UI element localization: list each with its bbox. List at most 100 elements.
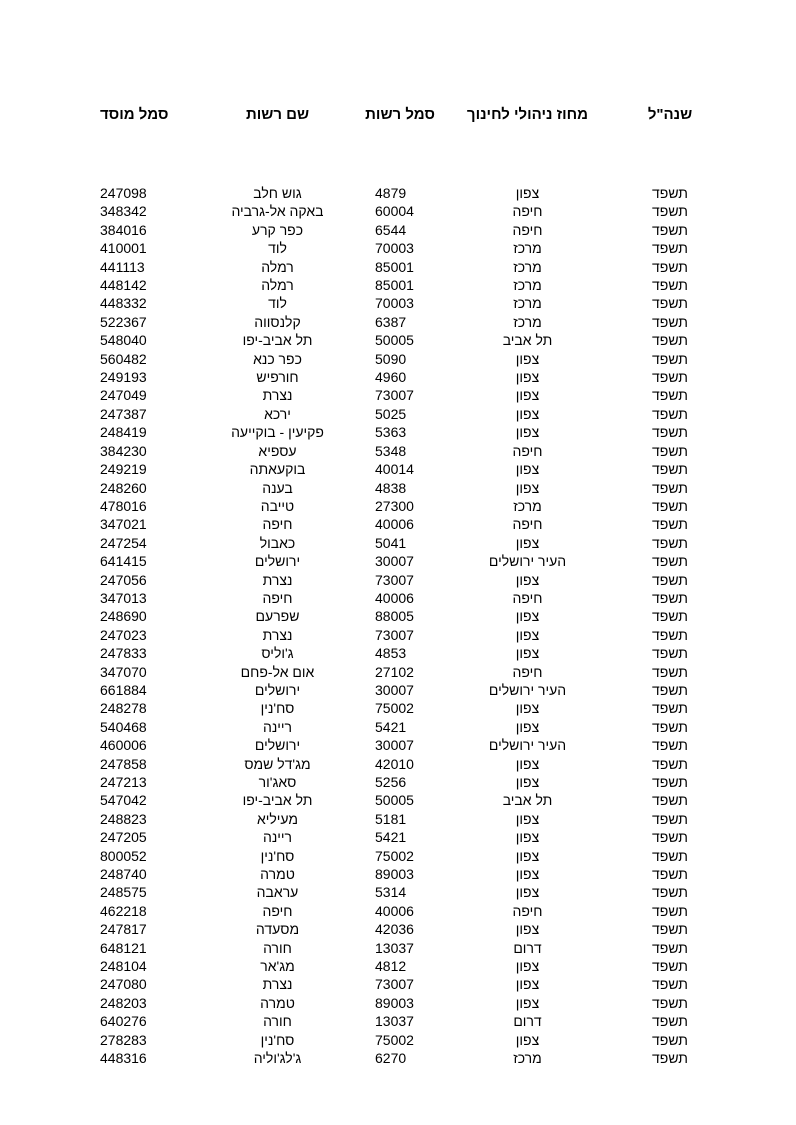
cell-district: תל אביב bbox=[502, 792, 553, 809]
cell-authority-code: 75002 bbox=[375, 847, 414, 864]
cell-authority-name: לוד bbox=[268, 240, 287, 257]
header-spacer bbox=[100, 126, 720, 184]
cell-year: תשפד bbox=[652, 755, 688, 772]
cell-institution-code: 247049 bbox=[100, 387, 147, 404]
cell-institution-code: 547042 bbox=[100, 792, 147, 809]
cell-authority-name: חורה bbox=[263, 939, 292, 956]
cell-authority-name: טייבה bbox=[260, 497, 295, 514]
table-row: תשפד צפון 42010 מג'דל שמס 247858 bbox=[100, 755, 720, 773]
cell-institution-code: 247056 bbox=[100, 571, 147, 588]
table-row: תשפד דרום 13037 חורה 648121 bbox=[100, 939, 720, 957]
cell-year: תשפד bbox=[652, 479, 688, 496]
table-row: תשפד צפון 75002 סח'נין 278283 bbox=[100, 1031, 720, 1049]
header-authority-code: סמל רשות bbox=[365, 106, 435, 123]
cell-district: צפון bbox=[515, 1031, 540, 1048]
cell-district: צפון bbox=[515, 369, 540, 386]
cell-authority-name: תל אביב-יפו bbox=[242, 332, 313, 349]
cell-district: חיפה bbox=[512, 442, 543, 459]
cell-institution-code: 448332 bbox=[100, 295, 147, 312]
cell-authority-code: 73007 bbox=[375, 626, 414, 643]
cell-institution-code: 384230 bbox=[100, 442, 147, 459]
cell-institution-code: 247817 bbox=[100, 921, 147, 938]
cell-authority-code: 4812 bbox=[375, 958, 407, 975]
cell-district: חיפה bbox=[512, 221, 543, 238]
table-row: תשפד מרכז 85001 רמלה 441113 bbox=[100, 258, 720, 276]
cell-year: תשפד bbox=[652, 461, 688, 478]
cell-authority-code: 27300 bbox=[375, 497, 414, 514]
cell-authority-code: 40006 bbox=[375, 902, 414, 919]
cell-authority-code: 73007 bbox=[375, 976, 414, 993]
cell-authority-code: 30007 bbox=[375, 737, 414, 754]
cell-institution-code: 347021 bbox=[100, 516, 147, 533]
cell-institution-code: 460006 bbox=[100, 737, 147, 754]
cell-district: צפון bbox=[515, 755, 540, 772]
cell-year: תשפד bbox=[652, 1031, 688, 1048]
cell-authority-code: 88005 bbox=[375, 608, 414, 625]
table-row: תשפד צפון 5363 פקיעין - בוקייעה 248419 bbox=[100, 423, 720, 441]
cell-district: צפון bbox=[515, 185, 540, 201]
table-row: תשפד חיפה 60004 באקה אל-גרביה 348342 bbox=[100, 202, 720, 220]
cell-year: תשפד bbox=[652, 534, 688, 551]
cell-authority-name: סח'נין bbox=[260, 700, 295, 717]
cell-authority-code: 60004 bbox=[375, 203, 414, 220]
cell-year: תשפד bbox=[652, 608, 688, 625]
table-row: תשפד מרכז 85001 רמלה 448142 bbox=[100, 276, 720, 294]
cell-year: תשפד bbox=[652, 939, 688, 956]
cell-authority-name: ריינה bbox=[262, 718, 293, 735]
cell-district: מרכז bbox=[513, 295, 542, 312]
cell-district: דרום bbox=[513, 1013, 542, 1030]
cell-authority-code: 50005 bbox=[375, 792, 414, 809]
cell-institution-code: 247213 bbox=[100, 774, 147, 790]
cell-institution-code: 248278 bbox=[100, 700, 147, 717]
cell-authority-code: 27102 bbox=[375, 663, 414, 680]
cell-institution-code: 248575 bbox=[100, 884, 147, 901]
cell-institution-code: 800052 bbox=[100, 847, 147, 864]
cell-authority-code: 5025 bbox=[375, 405, 407, 422]
table-row: תשפד צפון 75002 סח'נין 248278 bbox=[100, 699, 720, 717]
table-row: תשפד חיפה 27102 אום אל-פחם 347070 bbox=[100, 663, 720, 681]
table-row: תשפד תל אביב 50005 תל אביב-יפו 547042 bbox=[100, 791, 720, 809]
table-row: תשפד תל אביב 50005 תל אביב-יפו 548040 bbox=[100, 331, 720, 349]
table-row: תשפד צפון 5421 ריינה 540468 bbox=[100, 718, 720, 736]
table-row: תשפד צפון 73007 נצרת 247080 bbox=[100, 975, 720, 993]
cell-institution-code: 448142 bbox=[100, 277, 147, 294]
cell-year: תשפד bbox=[652, 277, 688, 294]
cell-authority-name: סח'נין bbox=[260, 1031, 295, 1048]
cell-district: חיפה bbox=[512, 663, 543, 680]
cell-year: תשפד bbox=[652, 884, 688, 901]
cell-authority-name: ירושלים bbox=[254, 553, 301, 570]
table-row: תשפד צפון 5421 ריינה 247205 bbox=[100, 828, 720, 846]
cell-year: תשפד bbox=[652, 203, 688, 220]
cell-institution-code: 247023 bbox=[100, 626, 147, 643]
cell-authority-code: 40006 bbox=[375, 516, 414, 533]
cell-year: תשפד bbox=[652, 958, 688, 975]
cell-institution-code: 247098 bbox=[100, 185, 147, 201]
cell-institution-code: 347070 bbox=[100, 663, 147, 680]
cell-authority-name: בוקעאתה bbox=[249, 461, 306, 478]
cell-institution-code: 410001 bbox=[100, 240, 147, 257]
cell-district: מרכז bbox=[513, 258, 542, 275]
cell-year: תשפד bbox=[652, 700, 688, 717]
cell-authority-code: 6270 bbox=[375, 1050, 407, 1067]
cell-year: תשפד bbox=[652, 626, 688, 643]
authorities-table: שנה"ל מחוז ניהולי לחינוך סמל רשות שם רשו… bbox=[100, 106, 720, 1068]
cell-institution-code: 248740 bbox=[100, 866, 147, 883]
cell-authority-name: פקיעין - בוקייעה bbox=[231, 424, 324, 441]
cell-authority-code: 5256 bbox=[375, 774, 407, 790]
cell-authority-code: 4879 bbox=[375, 185, 407, 201]
cell-institution-code: 247205 bbox=[100, 829, 147, 846]
cell-authority-name: כפר כנא bbox=[253, 350, 302, 367]
cell-authority-name: ריינה bbox=[262, 829, 293, 846]
cell-institution-code: 248104 bbox=[100, 958, 147, 975]
cell-authority-code: 6387 bbox=[375, 313, 407, 330]
cell-year: תשפד bbox=[652, 313, 688, 330]
cell-district: צפון bbox=[515, 829, 540, 846]
table-row: תשפד צפון 73007 נצרת 247056 bbox=[100, 571, 720, 589]
cell-authority-code: 5041 bbox=[375, 534, 407, 551]
cell-authority-code: 5314 bbox=[375, 884, 407, 901]
cell-institution-code: 560482 bbox=[100, 350, 147, 367]
cell-authority-name: רמלה bbox=[261, 277, 294, 294]
cell-year: תשפד bbox=[652, 829, 688, 846]
cell-authority-name: כאבול bbox=[259, 534, 296, 551]
